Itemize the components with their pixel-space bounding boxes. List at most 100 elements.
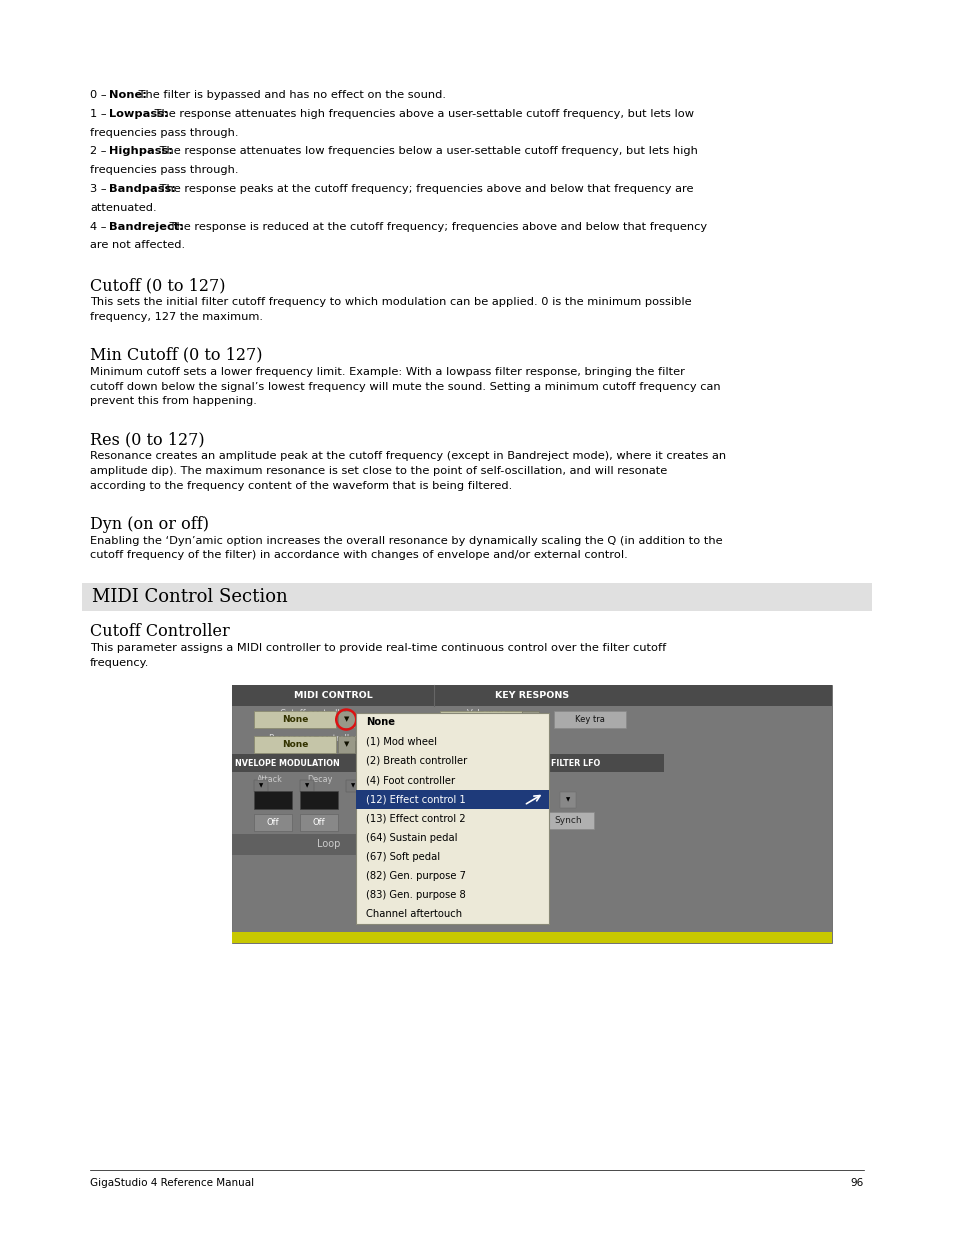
FancyBboxPatch shape	[337, 736, 355, 753]
Text: 1 –: 1 –	[90, 109, 111, 119]
Text: (67) Soft pedal: (67) Soft pedal	[366, 852, 439, 862]
FancyBboxPatch shape	[346, 779, 359, 792]
Text: Res (0 to 127): Res (0 to 127)	[90, 431, 204, 448]
FancyBboxPatch shape	[232, 755, 434, 772]
Text: Min Cutoff (0 to 127): Min Cutoff (0 to 127)	[90, 347, 262, 364]
FancyBboxPatch shape	[521, 736, 537, 753]
FancyBboxPatch shape	[232, 834, 427, 855]
Text: 3 –: 3 –	[90, 184, 111, 194]
Text: None:: None:	[109, 90, 147, 100]
Text: The response peaks at the cutoff frequency; frequencies above and below that fre: The response peaks at the cutoff frequen…	[156, 184, 693, 194]
Text: None: None	[281, 715, 308, 724]
Text: amplitude dip). The maximum resonance is set close to the point of self-oscillat: amplitude dip). The maximum resonance is…	[90, 466, 666, 475]
FancyBboxPatch shape	[355, 789, 548, 809]
Text: KEY RESPONS: KEY RESPONS	[495, 690, 569, 700]
FancyBboxPatch shape	[559, 793, 576, 808]
FancyBboxPatch shape	[337, 711, 355, 729]
Text: ternal: ternal	[486, 795, 510, 804]
FancyBboxPatch shape	[253, 792, 292, 809]
FancyBboxPatch shape	[253, 779, 268, 792]
Text: cutoff down below the signal’s lowest frequency will mute the sound. Setting a m: cutoff down below the signal’s lowest fr…	[90, 382, 720, 391]
Text: cutoff frequency of the filter) in accordance with changes of envelope and/or ex: cutoff frequency of the filter) in accor…	[90, 551, 627, 561]
Text: ▼: ▼	[305, 783, 309, 788]
Text: Off: Off	[313, 818, 325, 826]
Text: MIDI Control Section: MIDI Control Section	[91, 588, 288, 606]
Text: frequencies pass through.: frequencies pass through.	[90, 165, 238, 175]
Text: Off: Off	[267, 818, 279, 826]
Text: GigaStudio 4 Reference Manual: GigaStudio 4 Reference Manual	[90, 1178, 253, 1188]
Text: Loop: Loop	[317, 840, 340, 850]
Text: ▼: ▼	[351, 783, 355, 788]
Text: Vel curve: Vel curve	[467, 709, 506, 719]
Text: Resonance creates an amplitude peak at the cutoff frequency (except in Bandrejec: Resonance creates an amplitude peak at t…	[90, 451, 725, 461]
Text: Re: Re	[358, 774, 369, 784]
FancyBboxPatch shape	[253, 711, 335, 729]
Text: attenuated.: attenuated.	[90, 203, 156, 212]
Text: The response attenuates low frequencies below a user-settable cutoff frequency, : The response attenuates low frequencies …	[156, 147, 698, 157]
Text: Highpass:: Highpass:	[109, 147, 172, 157]
Text: 4 –: 4 –	[90, 221, 110, 232]
Text: None: None	[281, 740, 308, 750]
FancyBboxPatch shape	[355, 713, 548, 924]
FancyBboxPatch shape	[521, 711, 537, 729]
Text: (64) Sustain pedal: (64) Sustain pedal	[366, 832, 457, 842]
Text: Cutoff Controller: Cutoff Controller	[90, 624, 230, 640]
Text: 2 –: 2 –	[90, 147, 110, 157]
Text: ▼: ▼	[343, 741, 349, 747]
Text: ol source: ol source	[494, 774, 530, 784]
FancyBboxPatch shape	[299, 814, 337, 831]
Text: NVELOPE MODULATION: NVELOPE MODULATION	[234, 758, 339, 768]
Text: FILTER LFO: FILTER LFO	[551, 758, 600, 768]
Text: (2) Breath controller: (2) Breath controller	[366, 756, 467, 766]
FancyBboxPatch shape	[554, 711, 625, 729]
FancyBboxPatch shape	[253, 736, 335, 753]
Text: Minimum cutoff sets a lower frequency limit. Example: With a lowpass filter resp: Minimum cutoff sets a lower frequency li…	[90, 367, 684, 377]
Text: ▼: ▼	[565, 798, 570, 803]
FancyBboxPatch shape	[541, 811, 594, 829]
FancyBboxPatch shape	[439, 711, 521, 729]
Text: 96: 96	[850, 1178, 863, 1188]
Text: 0 –: 0 –	[90, 90, 111, 100]
Text: Synch: Synch	[554, 816, 581, 825]
Text: Bandreject:: Bandreject:	[109, 221, 184, 232]
Text: This sets the initial filter cutoff frequency to which modulation can be applied: This sets the initial filter cutoff freq…	[90, 298, 691, 308]
Text: MIDI CONTROL: MIDI CONTROL	[294, 690, 372, 700]
Text: (83) Gen. purpose 8: (83) Gen. purpose 8	[366, 890, 465, 900]
Text: frequency, 127 the maximum.: frequency, 127 the maximum.	[90, 312, 263, 322]
Text: Decay: Decay	[307, 774, 333, 784]
Text: are not affected.: are not affected.	[90, 241, 185, 251]
Text: Channel aftertouch: Channel aftertouch	[366, 909, 461, 919]
Text: Cutoff controller: Cutoff controller	[279, 709, 348, 719]
Text: (13) Effect control 2: (13) Effect control 2	[366, 814, 465, 824]
Text: (1) Mod wheel: (1) Mod wheel	[366, 736, 436, 747]
Text: ▼: ▼	[527, 716, 533, 722]
Text: Lowpass:: Lowpass:	[109, 109, 169, 119]
Text: None: None	[366, 718, 395, 727]
Text: (82) Gen. purpose 7: (82) Gen. purpose 7	[366, 871, 465, 881]
FancyBboxPatch shape	[253, 814, 292, 831]
FancyBboxPatch shape	[299, 779, 314, 792]
Text: This parameter assigns a MIDI controller to provide real-time continuous control: This parameter assigns a MIDI controller…	[90, 643, 665, 653]
Text: prevent this from happening.: prevent this from happening.	[90, 396, 256, 406]
Text: The filter is bypassed and has no effect on the sound.: The filter is bypassed and has no effect…	[135, 90, 446, 100]
FancyBboxPatch shape	[439, 736, 521, 753]
Text: Resonance controller: Resonance controller	[269, 735, 358, 743]
Text: according to the frequency content of the waveform that is being filtered.: according to the frequency content of th…	[90, 480, 512, 490]
FancyBboxPatch shape	[486, 755, 663, 772]
Text: The response is reduced at the cutoff frequency; frequencies above and below tha: The response is reduced at the cutoff fr…	[166, 221, 707, 232]
FancyBboxPatch shape	[232, 684, 831, 705]
Text: ▼: ▼	[343, 716, 349, 722]
FancyBboxPatch shape	[299, 792, 337, 809]
Text: ▼: ▼	[258, 783, 263, 788]
Text: Key tra: Key tra	[575, 715, 604, 724]
Text: Dyn (on or off): Dyn (on or off)	[90, 515, 209, 532]
FancyBboxPatch shape	[82, 583, 871, 611]
Text: frequencies pass through.: frequencies pass through.	[90, 127, 238, 137]
Text: (12) Effect control 1: (12) Effect control 1	[366, 794, 465, 804]
Text: Cutoff (0 to 127): Cutoff (0 to 127)	[90, 277, 225, 294]
Text: (4) Foot controller: (4) Foot controller	[366, 776, 455, 785]
Text: Attack: Attack	[256, 774, 283, 784]
Text: frequency.: frequency.	[90, 658, 150, 668]
FancyBboxPatch shape	[232, 931, 831, 942]
FancyBboxPatch shape	[232, 684, 831, 942]
